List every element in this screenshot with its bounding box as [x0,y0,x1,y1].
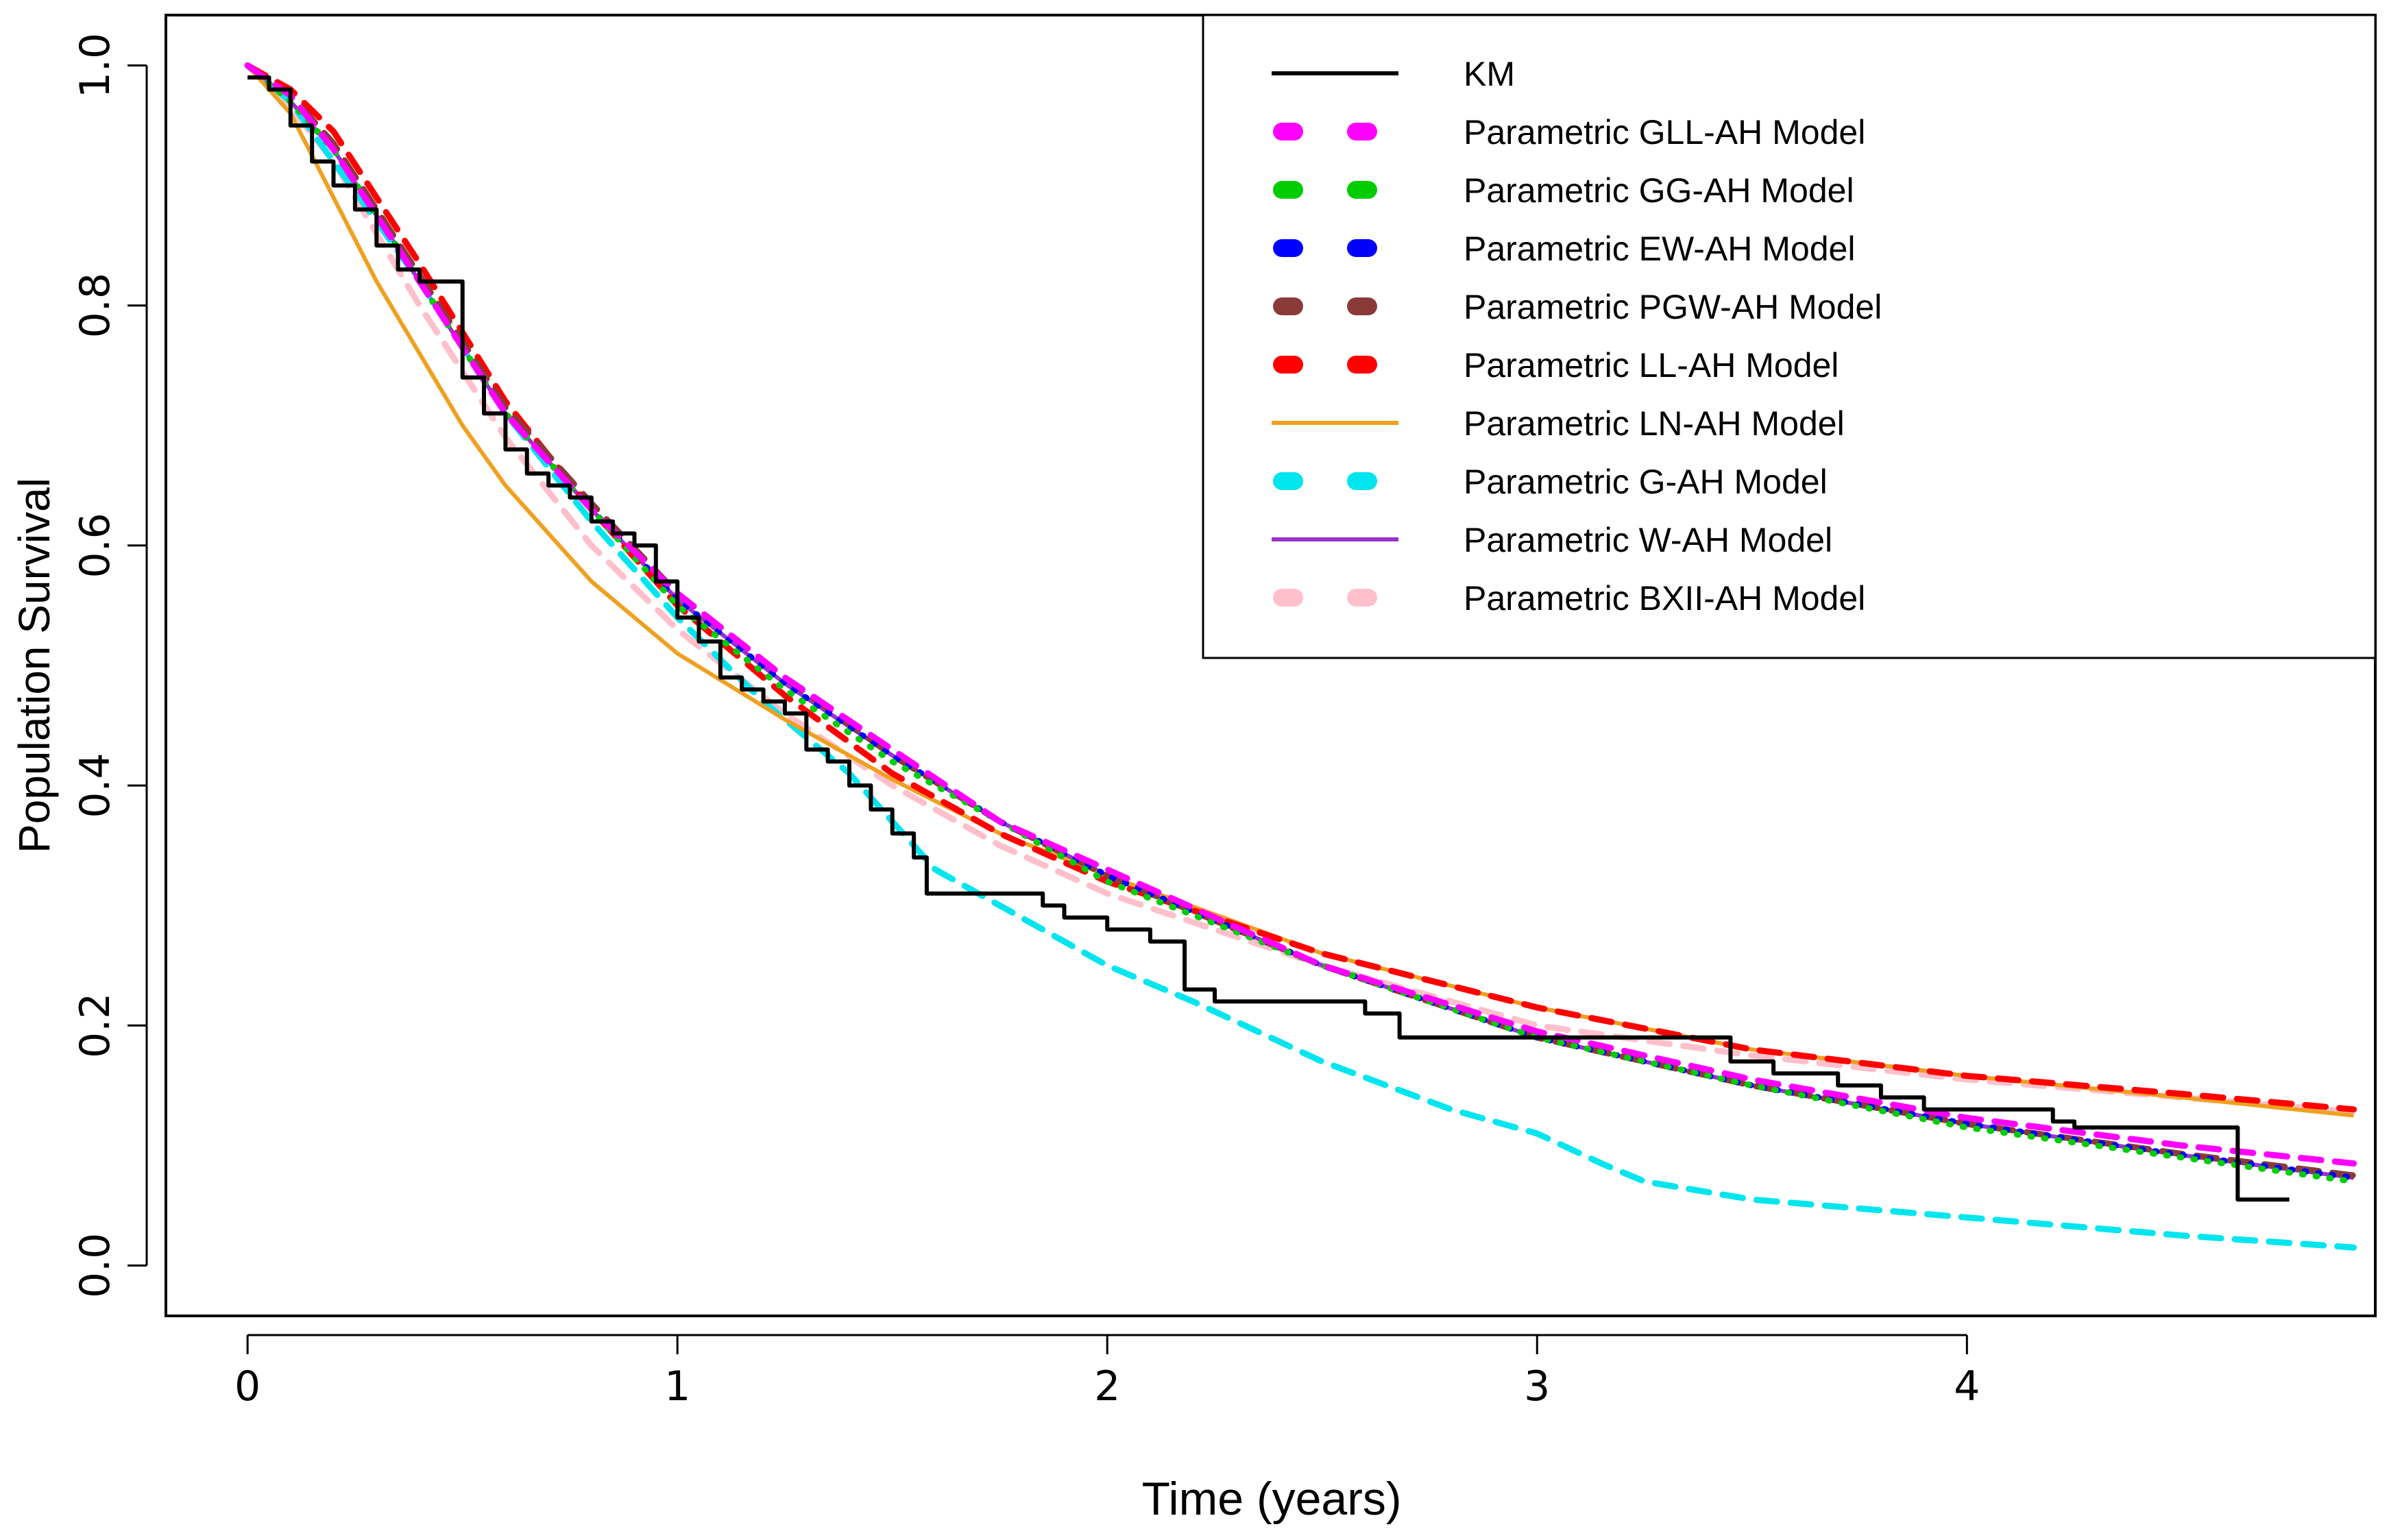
x-tick-label: 4 [1954,1362,1980,1410]
y-axis: 0.0 0.2 0.4 0.6 0.8 1.0 [71,33,148,1298]
series-line-parametric-bxii-ah-model [244,62,2357,1115]
x-tick-label: 3 [1524,1362,1550,1410]
legend-label-parametric-pgw-ah-model: Parametric PGW-AH Model [1464,288,1882,326]
legend: KM Parametric GLL-AH Model Parametric GG-A… [1202,14,2377,659]
y-axis-title: Population Survival [10,478,59,853]
series-line-parametric-ll-ah-model [244,62,2357,1113]
legend-label-parametric-ew-ah-model: Parametric EW-AH Model [1464,230,1855,268]
legend-label-parametric-bxii-ah-model: Parametric BXII-AH Model [1464,579,1865,618]
series-line-parametric-pgw-ah-model [244,62,2357,1179]
legend-label-parametric-ll-ah-model: Parametric LL-AH Model [1464,346,1839,384]
y-tick-label: 1.0 [71,33,119,98]
x-axis: 0 1 2 3 4 [234,1334,1980,1410]
legend-label-parametric-gg-ah-model: Parametric GG-AH Model [1464,171,1854,210]
series-line-parametric-gg-ah-model [244,62,2357,1185]
x-tick-label: 1 [664,1362,690,1410]
y-tick-label: 0.0 [71,1233,119,1298]
x-tick-label: 0 [234,1362,260,1410]
y-tick-label: 0.8 [71,273,119,338]
x-axis-title: Time (years) [1141,1473,1401,1525]
series-line-km [247,75,2290,1202]
legend-label-km: KM [1464,55,1515,93]
y-tick-label: 0.2 [71,993,119,1058]
series-layer [244,62,2357,1251]
legend-label-parametric-ln-ah-model: Parametric LN-AH Model [1464,404,1845,443]
series-line-parametric-gll-ah-model [244,62,2357,1167]
y-tick-label: 0.4 [71,753,119,818]
legend-label-parametric-gll-ah-model: Parametric GLL-AH Model [1464,113,1865,151]
x-tick-label: 2 [1094,1362,1120,1410]
legend-label-parametric-w-ah-model: Parametric W-AH Model [1464,521,1832,559]
y-tick-label: 0.6 [71,513,119,578]
legend-label-parametric-g-ah-model: Parametric G-AH Model [1464,463,1828,501]
legend-box [1202,14,2377,659]
